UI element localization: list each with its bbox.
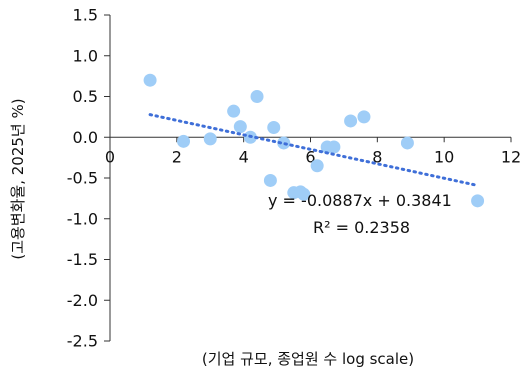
data-point [297, 187, 311, 201]
data-point [233, 120, 247, 134]
x-axis-label: (기업 규모, 종업원 수 log scale) [202, 350, 414, 368]
y-tick-label: 1.5 [73, 6, 98, 25]
data-points [143, 73, 485, 208]
axes [104, 14, 512, 342]
y-tick-label: 0.5 [73, 87, 98, 106]
data-point [177, 134, 191, 148]
trendline [148, 113, 480, 187]
data-point [357, 110, 371, 124]
x-tick-label: 0 [105, 147, 115, 166]
data-point [400, 136, 414, 150]
trendline-equation: y = -0.0887x + 0.3841 [268, 191, 452, 210]
x-tick-label: 10 [434, 147, 454, 166]
y-tick-label: 0.0 [73, 128, 98, 147]
trendline-group [148, 113, 480, 187]
data-point [203, 132, 217, 146]
y-tick-label: 1.0 [73, 46, 98, 65]
data-point [267, 120, 281, 134]
data-point [471, 194, 485, 208]
x-tick-label: 12 [501, 147, 521, 166]
data-point [310, 159, 324, 173]
x-tick-label: 2 [172, 147, 182, 166]
data-point [143, 73, 157, 87]
y-tick-label: -1.5 [67, 250, 98, 269]
y-tick-label: -0.5 [67, 169, 98, 188]
y-tick-label: -1.0 [67, 209, 98, 228]
data-point [250, 90, 264, 103]
data-point [263, 173, 277, 187]
tick-labels: 1.5 1.0 0.5 0.0 -0.5 -1.0 -1.5 -2.0 -2.5 0 2 4 6 8 10 1… [67, 6, 521, 351]
y-axis-label: (고용변화율, 2025년 %) [9, 98, 27, 259]
r-squared-label: R² = 0.2358 [313, 218, 410, 237]
y-tick-label: -2.5 [67, 332, 98, 351]
data-point [227, 104, 241, 118]
y-tick-label: -2.0 [67, 291, 98, 310]
x-tick-label: 6 [305, 147, 315, 166]
x-tick-label: 8 [372, 147, 382, 166]
x-tick-label: 4 [239, 147, 249, 166]
data-point [327, 140, 341, 154]
data-point [344, 114, 358, 128]
